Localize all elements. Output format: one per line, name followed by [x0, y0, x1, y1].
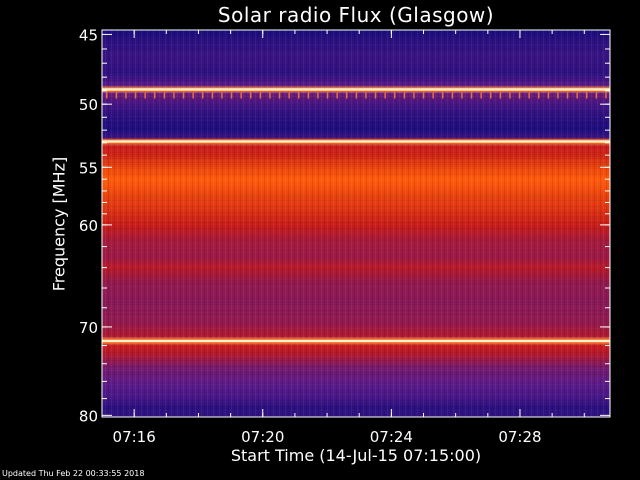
x-tick-label: 07:20: [241, 428, 284, 446]
y-tick-label: 55: [79, 159, 98, 177]
bright-line-2: [102, 140, 610, 143]
y-tick-label: 50: [79, 96, 98, 114]
x-tick-label: 07:16: [113, 428, 156, 446]
axes-layer: 07:16 07:20 07:24 07:28 45 50 55 60 70 80: [79, 26, 611, 446]
plot-layer: [102, 30, 610, 417]
bright-line-1: [102, 88, 610, 91]
plot-frame: [101, 29, 611, 418]
y-axis-title: Frequency [MHz]: [49, 156, 69, 292]
x-tick-label: 07:28: [498, 428, 541, 446]
y-tick-label: 70: [79, 319, 98, 337]
periodic-interference-marks: [106, 92, 607, 99]
bright-line-3: [102, 339, 610, 343]
x-axis-title: Start Time (14-Jul-15 07:15:00): [230, 446, 482, 465]
y-tick-label: 45: [79, 26, 98, 44]
y-tick-label: 80: [79, 407, 98, 425]
x-tick-label: 07:24: [370, 428, 413, 446]
y-tick-label: 60: [79, 217, 98, 235]
updated-timestamp: Updated Thu Feb 22 00:33:55 2018: [2, 469, 145, 478]
chart-title: Solar radio Flux (Glasgow): [217, 3, 495, 27]
